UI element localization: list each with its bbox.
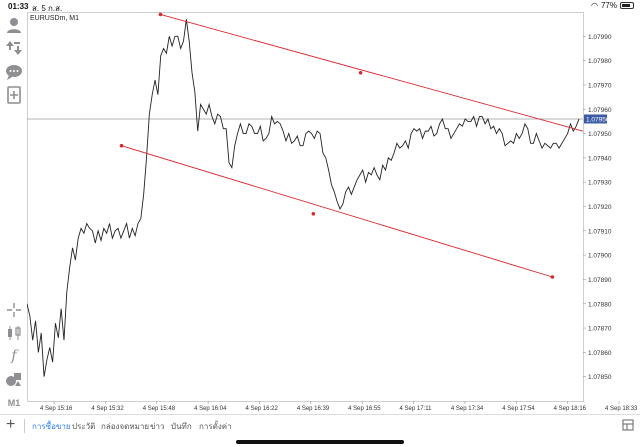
objects-icon[interactable]	[4, 369, 24, 389]
chart-symbol-label: EURUSDm, M1	[30, 15, 80, 22]
y-tick-label: 1.07970	[588, 82, 612, 89]
home-indicator	[236, 440, 404, 444]
status-date: ส. 5 ก.ส.	[32, 4, 63, 13]
x-tick-label: 4 Sep 17:11	[400, 406, 433, 412]
tab-trade[interactable]: การซื้อขาย	[32, 422, 71, 431]
current-price-label: 1.07956	[586, 116, 610, 123]
trendline-anchor-point	[119, 143, 124, 148]
x-tick-label: 4 Sep 16:55	[348, 406, 381, 412]
y-tick-label: 1.07930	[588, 180, 612, 187]
y-tick-label: 1.07850	[588, 374, 612, 381]
y-tick-label: 1.07950	[588, 131, 612, 138]
y-tick-label: 1.07990	[588, 34, 612, 41]
timeframe-button[interactable]: M1	[7, 398, 21, 408]
y-tick-label: 1.07910	[588, 228, 612, 235]
bottom-tab-bar: + การซื้อขาย ประวัติ กล่องจดหมาย ข่าว บั…	[0, 414, 640, 436]
tab-news[interactable]: ข่าว	[150, 422, 165, 431]
tab-history[interactable]: ประวัติ	[72, 422, 96, 431]
wifi-icon: ◠	[591, 1, 598, 10]
y-tick-label: 1.07860	[588, 350, 612, 357]
x-tick-label: 4 Sep 16:04	[194, 406, 227, 412]
x-tick-label: 4 Sep 15:48	[143, 406, 176, 412]
y-tick-label: 1.07900	[588, 253, 612, 260]
x-tick-label: 4 Sep 18:33	[605, 406, 638, 412]
status-time: 01:33	[8, 2, 29, 11]
layout-toggle-icon[interactable]	[622, 419, 634, 431]
x-tick-label: 4 Sep 16:39	[297, 406, 330, 412]
new-order-icon[interactable]	[4, 85, 24, 105]
tab-divider	[24, 419, 25, 433]
tab-mailbox[interactable]: กล่องจดหมาย	[101, 422, 150, 431]
price-chart[interactable]: 1.07990 1.07980 1.07970 1.07960 1.07950 1.079…	[27, 12, 640, 412]
battery-percent: 77%	[600, 1, 617, 10]
trendline-1	[160, 13, 584, 132]
x-tick-label: 4 Sep 18:16	[554, 406, 587, 412]
trendline-anchor-point	[358, 70, 363, 75]
chart-canvas[interactable]: 1.07990 1.07980 1.07970 1.07960 1.07950 1.079…	[27, 12, 640, 412]
y-tick-label: 1.07980	[588, 58, 612, 65]
indicator-f-icon[interactable]: f	[11, 348, 17, 364]
status-indicators: ◠ 77%	[591, 1, 634, 10]
price-series-line	[27, 19, 580, 377]
chart-type-icon[interactable]	[4, 323, 24, 343]
trendline-anchor-point	[550, 275, 555, 279]
current-price-badge	[584, 114, 607, 124]
y-tick-label: 1.07940	[588, 155, 612, 162]
trade-arrows-icon[interactable]	[4, 38, 24, 58]
tab-journal[interactable]: บันทึก	[171, 422, 192, 431]
y-tick-label: 1.07880	[588, 301, 612, 308]
trendline-2	[121, 145, 553, 278]
account-icon[interactable]	[4, 15, 24, 35]
y-tick-label: 1.07920	[588, 204, 612, 211]
chat-icon[interactable]	[4, 62, 24, 82]
left-toolbar: f M1	[0, 12, 27, 412]
add-icon[interactable]: +	[6, 416, 16, 433]
y-tick-label: 1.07960	[588, 107, 612, 114]
x-tick-label: 4 Sep 16:22	[245, 406, 278, 412]
trendline-anchor-point	[158, 12, 163, 17]
battery-icon	[620, 2, 634, 9]
crosshair-icon[interactable]	[4, 300, 24, 320]
y-tick-label: 1.07870	[588, 326, 612, 333]
x-tick-label: 4 Sep 17:34	[451, 406, 484, 412]
tab-settings[interactable]: การตั้งค่า	[199, 422, 232, 431]
y-tick-label: 1.07890	[588, 277, 612, 284]
x-tick-label: 4 Sep 15:32	[91, 406, 124, 412]
trendline-anchor-point	[311, 211, 316, 216]
plot-frame	[27, 12, 584, 402]
x-tick-label: 4 Sep 15:16	[40, 406, 73, 412]
x-tick-label: 4 Sep 17:54	[502, 406, 535, 412]
status-bar: 01:33 ส. 5 ก.ส. ◠ 77%	[0, 0, 640, 13]
